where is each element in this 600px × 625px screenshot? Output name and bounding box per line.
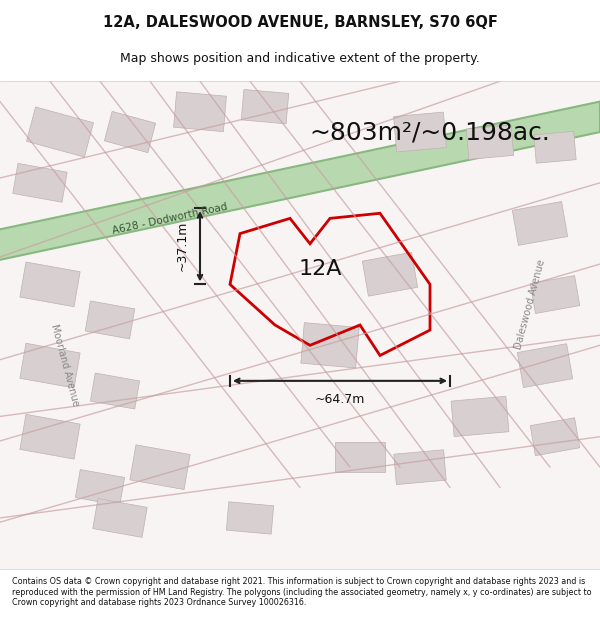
Bar — [173, 92, 226, 132]
Bar — [20, 343, 80, 388]
Text: A628 - Dodworth Road: A628 - Dodworth Road — [112, 201, 229, 236]
Bar — [394, 450, 446, 484]
Text: ~64.7m: ~64.7m — [315, 392, 365, 406]
Bar — [26, 107, 94, 157]
Bar — [517, 344, 572, 388]
Text: 12A, DALESWOOD AVENUE, BARNSLEY, S70 6QF: 12A, DALESWOOD AVENUE, BARNSLEY, S70 6QF — [103, 15, 497, 30]
Bar — [20, 414, 80, 459]
Text: Moorland Avenue: Moorland Avenue — [49, 323, 81, 408]
Text: ~37.1m: ~37.1m — [176, 221, 188, 271]
Text: ~803m²/~0.198ac.: ~803m²/~0.198ac. — [310, 120, 550, 144]
Bar — [91, 373, 140, 409]
Bar — [241, 89, 289, 124]
Text: Map shows position and indicative extent of the property.: Map shows position and indicative extent… — [120, 52, 480, 65]
Bar — [451, 396, 509, 436]
Bar — [534, 131, 576, 163]
Bar — [362, 253, 418, 296]
Bar — [85, 301, 135, 339]
Polygon shape — [0, 101, 600, 264]
Bar — [104, 111, 155, 152]
Text: Daleswood Avenue: Daleswood Avenue — [513, 259, 547, 351]
Bar — [301, 322, 359, 368]
Bar — [530, 276, 580, 314]
Bar — [530, 418, 580, 456]
Bar — [335, 442, 385, 472]
Text: 12A: 12A — [298, 259, 342, 279]
Bar — [130, 445, 190, 489]
Bar — [93, 499, 147, 538]
Bar — [512, 201, 568, 246]
Bar — [394, 112, 446, 152]
Bar — [76, 469, 125, 506]
Bar — [13, 163, 67, 202]
Bar — [466, 125, 514, 159]
Bar — [226, 502, 274, 534]
Text: Contains OS data © Crown copyright and database right 2021. This information is : Contains OS data © Crown copyright and d… — [12, 578, 592, 607]
Bar — [20, 262, 80, 307]
